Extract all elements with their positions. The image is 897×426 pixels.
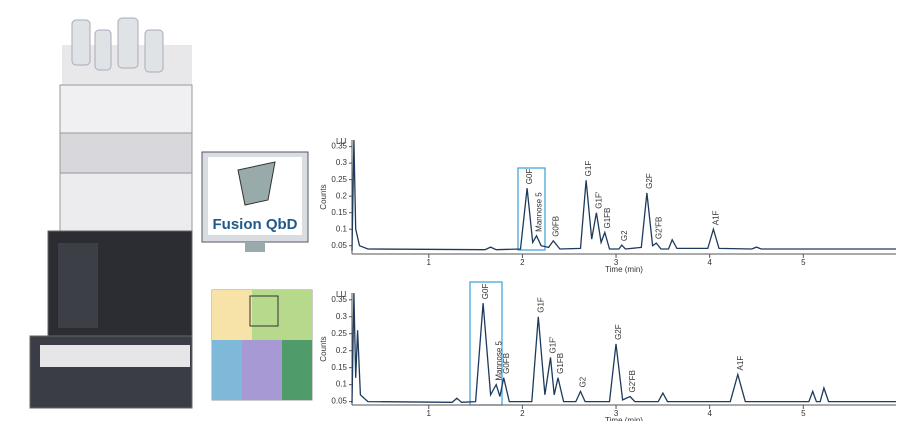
instrument-photo <box>30 18 192 408</box>
y-tick-label: 0.25 <box>331 175 347 184</box>
bottle <box>118 18 138 68</box>
peak-label: G1F <box>536 297 545 313</box>
y-axis-label: Counts <box>319 184 328 209</box>
peak-label: G2'FB <box>654 217 663 239</box>
fusion-logo: Fusion QbD <box>202 152 308 252</box>
y-tick-label: 0.1 <box>336 380 348 389</box>
peak-label: G1F' <box>594 191 603 209</box>
peak-label: G2F <box>645 173 654 189</box>
peak-label: G0F <box>481 284 490 300</box>
y-tick-label: 0.15 <box>331 208 347 217</box>
peak-label: G1F' <box>549 336 558 354</box>
bottle <box>72 20 90 65</box>
peak-label: G1F <box>584 161 593 177</box>
peak-label: G2'FB <box>628 370 637 392</box>
module <box>60 85 192 133</box>
peak-label: G2F <box>614 324 623 340</box>
y-tick-label: 0.2 <box>336 191 348 200</box>
region <box>212 340 242 400</box>
y-tick-label: 0.3 <box>336 158 348 167</box>
y-axis-label: Counts <box>319 336 328 361</box>
x-tick-label: 2 <box>520 409 525 418</box>
peak-label: G2 <box>579 376 588 387</box>
y-tick-label: 0.3 <box>336 312 348 321</box>
signal-line <box>352 293 896 403</box>
x-tick-label: 1 <box>427 409 432 418</box>
monitor-stand <box>245 242 265 252</box>
y-tick-label: 0.2 <box>336 346 348 355</box>
panel <box>40 345 190 367</box>
x-tick-label: 5 <box>801 409 806 418</box>
peak-label: G1FB <box>556 353 565 374</box>
y-tick-label: 0.1 <box>336 224 348 233</box>
module <box>60 133 192 173</box>
y-tick-label: 0.25 <box>331 329 347 338</box>
x-axis-label: Time (min) <box>605 265 643 274</box>
region <box>212 290 252 340</box>
peak-label: A1F <box>736 356 745 371</box>
peak-label: G0FB <box>551 216 560 237</box>
peak-label: A1F <box>712 210 721 225</box>
x-tick-label: 4 <box>707 409 712 418</box>
region <box>242 340 282 400</box>
unit-label: LU <box>336 290 346 299</box>
drawers <box>58 243 98 328</box>
peak-label: Mannose 5 <box>535 192 544 232</box>
bottle <box>145 30 163 72</box>
y-tick-label: 0.05 <box>331 241 347 250</box>
module <box>60 173 192 231</box>
x-tick-label: 2 <box>520 258 525 267</box>
design-space-plot <box>212 290 312 400</box>
peak-label: G0F <box>525 169 534 185</box>
page: Fusion QbD 0.050.10.150.20.250.30.351234… <box>0 0 897 426</box>
x-tick-label: 5 <box>801 258 806 267</box>
peak-label: G0FB <box>502 353 511 374</box>
y-tick-label: 0.05 <box>331 397 347 406</box>
peak-label: G2 <box>620 230 629 241</box>
x-axis-label: Time (min) <box>605 416 643 421</box>
x-tick-label: 1 <box>427 258 432 267</box>
bottle <box>95 30 111 70</box>
y-tick-label: 0.15 <box>331 363 347 372</box>
x-tick-label: 4 <box>707 258 712 267</box>
logo-text: Fusion QbD <box>213 216 298 233</box>
scene: Fusion QbD 0.050.10.150.20.250.30.351234… <box>0 0 897 421</box>
unit-label: LU <box>336 137 346 146</box>
region <box>252 290 312 340</box>
peak-label: G1FB <box>603 208 612 229</box>
region <box>282 340 312 400</box>
